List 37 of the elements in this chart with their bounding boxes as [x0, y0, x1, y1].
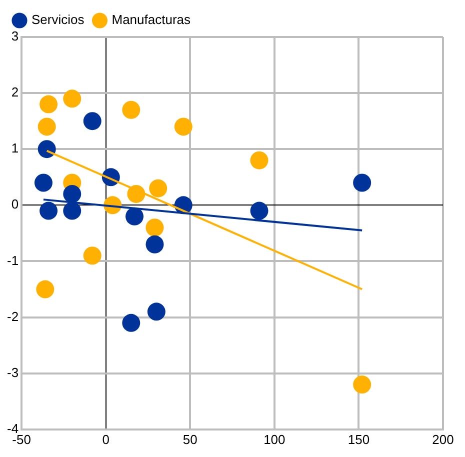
point — [146, 218, 164, 237]
point — [147, 302, 166, 321]
point — [38, 140, 56, 158]
point — [63, 90, 82, 108]
point — [40, 95, 58, 114]
point — [38, 118, 56, 136]
point — [353, 174, 372, 192]
point — [36, 280, 54, 298]
point — [34, 174, 52, 192]
y-tick-label: 1 — [11, 140, 19, 156]
y-tick-label: 0 — [11, 196, 19, 212]
point — [250, 202, 268, 220]
x-tick-label: 100 — [264, 432, 286, 447]
point — [63, 202, 82, 220]
legend-label: Manufacturas — [112, 12, 191, 28]
legend-label: Servicios — [32, 12, 85, 28]
point — [353, 376, 372, 394]
point — [83, 246, 102, 265]
point — [250, 151, 268, 170]
y-tick-label: 2 — [11, 84, 19, 100]
point — [122, 314, 140, 332]
x-tick-label: 200 — [432, 432, 454, 447]
x-tick-label: 0 — [102, 432, 110, 447]
x-tick-label: 50 — [182, 432, 198, 447]
x-tick-label: 150 — [348, 432, 370, 447]
point — [122, 100, 140, 119]
point — [174, 118, 192, 136]
point — [63, 184, 82, 203]
y-tick-label: -3 — [6, 364, 19, 380]
point — [40, 202, 58, 220]
point — [83, 112, 102, 130]
point — [126, 207, 144, 226]
y-tick-label: -1 — [6, 252, 19, 268]
point — [149, 179, 168, 198]
y-tick-label: -2 — [6, 308, 19, 324]
y-tick-label: 3 — [11, 28, 19, 44]
point — [146, 235, 164, 254]
